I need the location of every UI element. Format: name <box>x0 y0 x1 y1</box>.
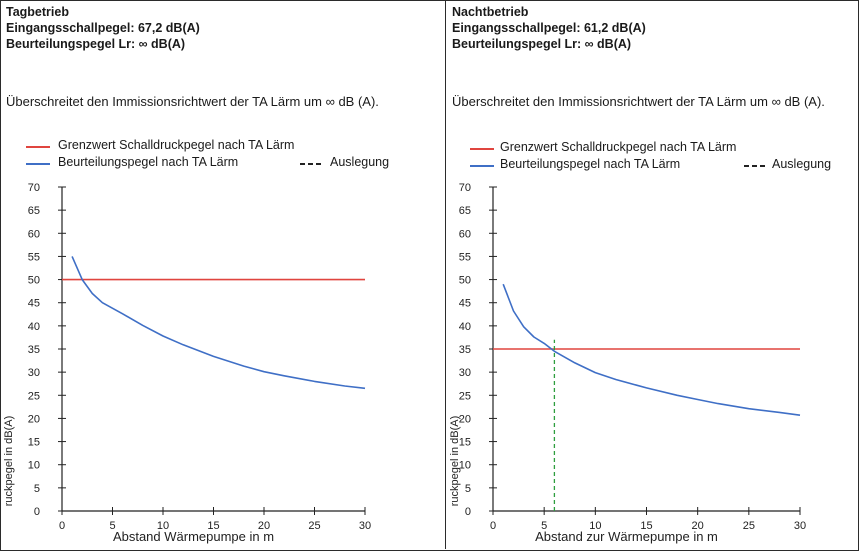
y-tick-label: 35 <box>28 344 40 356</box>
series-rating-curve <box>502 283 801 416</box>
x-axis-label: Abstand zur Wärmepumpe in m <box>535 529 718 544</box>
panel-night: Nachtbetrieb Eingangsschallpegel: 61,2 d… <box>446 0 857 549</box>
y-tick-label: 15 <box>459 437 471 449</box>
y-tick-label: 5 <box>34 483 40 495</box>
y-tick-label: 55 <box>459 251 471 263</box>
legend-limit-label: Grenzwert Schalldruckpegel nach TA Lärm <box>500 140 737 154</box>
y-tick-label: 70 <box>28 182 40 194</box>
rating-level: Beurteilungspegel Lr: ∞ dB(A) <box>6 37 186 51</box>
y-tick-label: 5 <box>465 483 471 495</box>
legend-limit-label: Grenzwert Schalldruckpegel nach TA Lärm <box>58 138 295 152</box>
legend-limit-line <box>26 146 50 148</box>
legend-rating-label: Beurteilungspegel nach TA Lärm <box>500 157 681 171</box>
x-axis-label: Abstand Wärmepumpe in m <box>113 529 274 544</box>
y-tick-label: 60 <box>459 228 471 240</box>
y-tick-label: 25 <box>459 390 471 402</box>
legend-limit-line <box>470 148 494 150</box>
y-tick-label: 45 <box>459 298 471 310</box>
legend-design-line <box>744 165 766 167</box>
y-tick-label: 55 <box>28 251 40 263</box>
x-tick-label: 0 <box>490 520 496 532</box>
y-tick-label: 20 <box>459 413 471 425</box>
x-tick-label: 25 <box>308 520 320 532</box>
x-tick-label: 15 <box>207 520 219 532</box>
chart-night: 0 5 10 15 20 25 30 35 40 45 50 55 60 65 70 0 5 10 15 20 25 30… <box>449 182 806 544</box>
x-tick-label: 20 <box>692 520 704 532</box>
x-tick-label: 20 <box>258 520 270 532</box>
y-tick-label: 40 <box>459 321 471 333</box>
x-tick-label: 0 <box>59 520 65 532</box>
y-tick-label: 20 <box>28 413 40 425</box>
y-tick-label: 45 <box>28 298 40 310</box>
x-tick-label: 5 <box>109 520 115 532</box>
y-axis-label: ruckpegel in dB(A) <box>449 416 461 507</box>
y-tick-label: 35 <box>459 344 471 356</box>
panel-title: Nachtbetrieb <box>452 5 529 19</box>
y-tick-label: 30 <box>459 367 471 379</box>
panel-day: Tagbetrieb Eingangsschallpegel: 67,2 dB(… <box>3 0 446 549</box>
legend-rating-line <box>26 163 50 165</box>
x-tick-label: 5 <box>541 520 547 532</box>
y-tick-label: 50 <box>28 275 40 287</box>
x-tick-label: 15 <box>640 520 652 532</box>
y-tick-label: 15 <box>28 437 40 449</box>
legend-design-line <box>300 163 322 165</box>
legend-rating-label: Beurteilungspegel nach TA Lärm <box>58 155 239 169</box>
input-level: Eingangsschallpegel: 61,2 dB(A) <box>452 21 646 35</box>
chart-day: 0 5 10 15 20 25 30 35 40 45 50 55 60 65 70 0 5 10 15 20 25 30… <box>3 182 371 544</box>
y-tick-label: 50 <box>459 275 471 287</box>
y-tick-label: 10 <box>28 460 40 472</box>
rating-level: Beurteilungspegel Lr: ∞ dB(A) <box>452 37 632 51</box>
input-level: Eingangsschallpegel: 67,2 dB(A) <box>6 21 200 35</box>
legend-design-label: Auslegung <box>330 155 390 169</box>
panel-title: Tagbetrieb <box>6 5 69 19</box>
y-tick-label: 70 <box>459 182 471 194</box>
legend-rating-line <box>470 165 494 167</box>
x-tick-label: 10 <box>157 520 169 532</box>
y-tick-label: 60 <box>28 228 40 240</box>
x-tick-label: 10 <box>589 520 601 532</box>
y-axis-label: ruckpegel in dB(A) <box>3 416 15 507</box>
legend-design-label: Auslegung <box>772 157 832 171</box>
y-tick-label: 25 <box>28 390 40 402</box>
x-tick-label: 30 <box>359 520 371 532</box>
y-tick-label: 0 <box>34 506 40 518</box>
description: Überschreitet den Immissionsrichtwert de… <box>452 94 825 109</box>
x-tick-label: 25 <box>743 520 755 532</box>
x-tick-label: 30 <box>794 520 806 532</box>
series-rating-curve <box>71 256 366 390</box>
y-tick-label: 65 <box>459 205 471 217</box>
y-tick-label: 40 <box>28 321 40 333</box>
y-tick-label: 0 <box>465 506 471 518</box>
y-tick-label: 65 <box>28 205 40 217</box>
y-tick-label: 30 <box>28 367 40 379</box>
y-tick-label: 10 <box>459 460 471 472</box>
description: Überschreitet den Immissionsrichtwert de… <box>6 94 379 109</box>
